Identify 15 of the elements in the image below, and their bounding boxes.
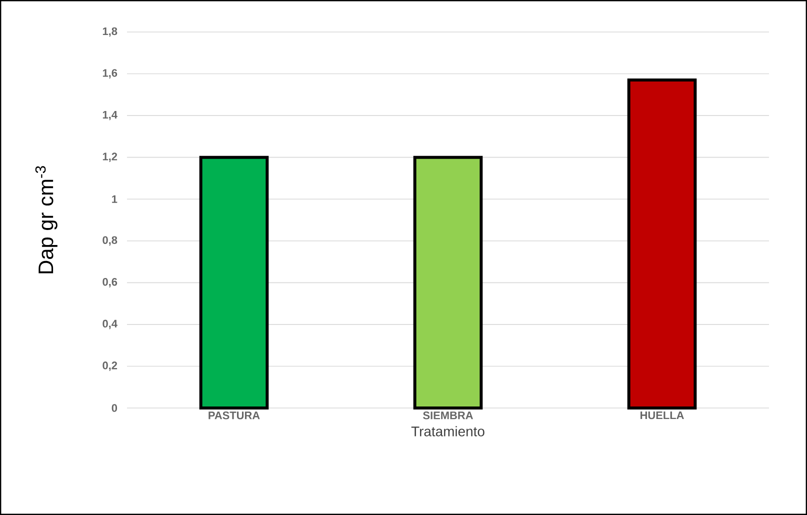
x-axis-title: Tratamiento (411, 426, 484, 436)
y-tick-label: 1,4 (102, 110, 118, 120)
y-axis-title: Dap gr cm$^{-3}$ (35, 166, 58, 274)
y-tick-label: 1,6 (102, 69, 118, 78)
x-tick-label: SIEMBRA (423, 412, 473, 420)
y-tick-label: 0,4 (102, 320, 118, 330)
y-tick-label: 1,2 (102, 152, 118, 162)
y-tick-label: 1 (112, 195, 118, 203)
y-tick-label: 0,2 (102, 362, 118, 371)
y-tick-label: 0,6 (102, 278, 118, 288)
x-tick-label: PASTURA (208, 412, 260, 420)
y-tick-label: 0 (112, 404, 118, 412)
x-tick-label: HUELLA (640, 412, 684, 420)
y-tick-label: 1,8 (102, 27, 118, 37)
y-tick-label: 0,8 (102, 236, 118, 246)
